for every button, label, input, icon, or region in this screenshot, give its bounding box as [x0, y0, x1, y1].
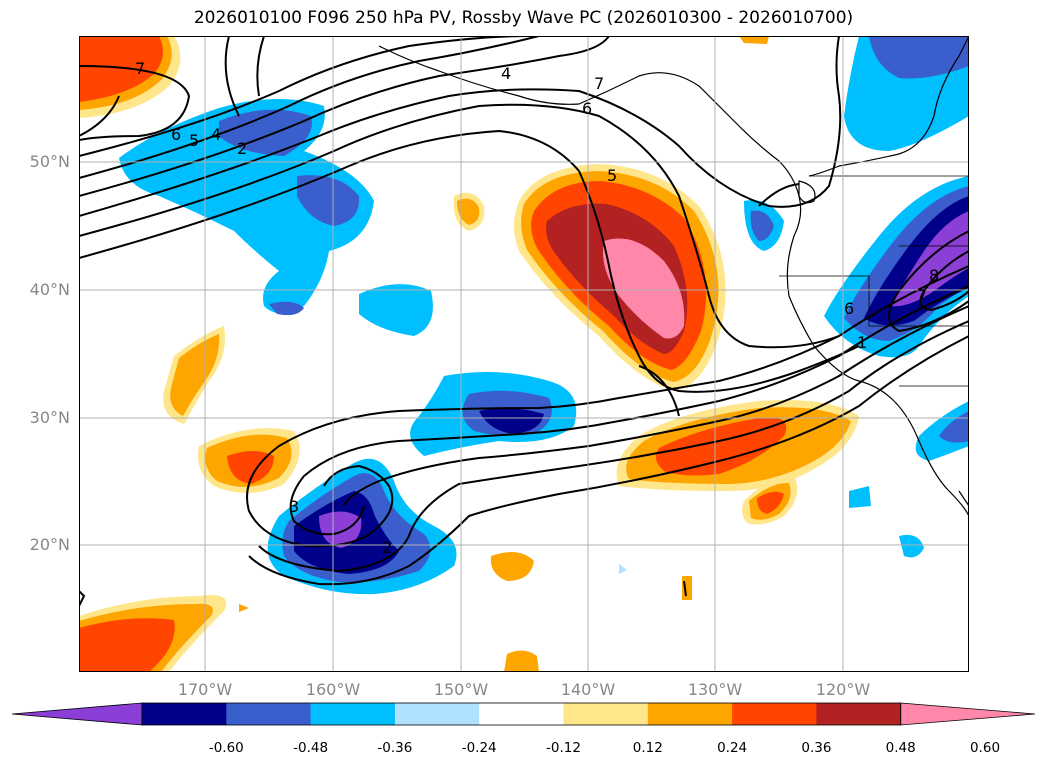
colorbar-cell [563, 703, 649, 725]
contour-label: 1 [857, 333, 867, 352]
contour-label: 3 [289, 497, 299, 516]
pv-anomaly-positive-southeast [616, 400, 859, 525]
colorbar-cell [226, 703, 312, 725]
map-title: 2026010100 F096 250 hPa PV, Rossby Wave … [193, 8, 854, 28]
colorbar-tick-label: -0.24 [461, 740, 497, 756]
colorbar-tick-label: -0.36 [377, 740, 413, 756]
contour-label: 6 [582, 99, 592, 118]
contour-label: 8 [929, 266, 939, 285]
contour-label: 5 [189, 131, 199, 150]
pv-anomaly-negative-central [267, 200, 924, 595]
colorbar-tick-label: -0.48 [293, 740, 329, 756]
contour-label: 5 [607, 166, 617, 185]
pv-contours [79, 36, 969, 607]
lon-label-150w: 150°W [433, 680, 489, 699]
colorbar-tick-label: -0.12 [546, 740, 581, 756]
colorbar-cell [732, 703, 817, 725]
lat-label-50n: 50°N [29, 152, 70, 171]
colorbar-cell [816, 703, 902, 725]
pv-anomaly-positive-central [514, 164, 726, 391]
lon-label-140w: 140°W [560, 680, 616, 699]
pv-anomaly-positive-northwest [79, 36, 769, 118]
pv-anomaly-negative-east [824, 36, 969, 461]
colorbar-cell [647, 703, 733, 725]
colorbar-tick-label: 0.48 [885, 740, 916, 756]
pv-anomaly-positive-small [79, 192, 692, 672]
contour-label: 2 [382, 538, 392, 557]
colorbar-extend-max [900, 702, 1036, 726]
lat-label-40n: 40°N [29, 280, 70, 299]
colorbar-cell [310, 703, 396, 725]
contour-label: 2 [237, 139, 247, 158]
lon-label-160w: 160°W [305, 680, 361, 699]
contour-label: 7 [594, 74, 604, 93]
colorbar-cell [479, 703, 564, 725]
colorbar-extend-min [11, 702, 143, 726]
lon-label-130w: 130°W [687, 680, 743, 699]
coastlines [378, 36, 969, 517]
lon-label-170w: 170°W [177, 680, 233, 699]
graticule [79, 36, 969, 672]
colorbar-tick-label: -0.60 [208, 740, 244, 756]
lat-label-20n: 20°N [29, 535, 70, 554]
contour-label: 7 [135, 59, 145, 78]
contour-label: 7 [917, 286, 927, 305]
colorbar-tick-label: 0.60 [969, 740, 1001, 756]
contour-label: 4 [211, 125, 221, 144]
colorbar-tick-label: 0.36 [801, 740, 832, 756]
colorbar-cell [142, 703, 227, 725]
colorbar-tick-label: 0.24 [717, 740, 748, 756]
colorbar-cell [394, 703, 480, 725]
contour-label: 6 [844, 299, 854, 318]
contour-label: 6 [171, 125, 181, 144]
colorbar-tick-label: 0.12 [632, 740, 663, 756]
colorbar [11, 702, 1036, 726]
contour-label: 4 [501, 64, 511, 83]
map-panel: 7 6 5 4 2 4 7 6 5 3 2 6 8 7 1 [79, 36, 969, 672]
lat-label-30n: 30°N [29, 408, 70, 427]
contour-labels: 7 6 5 4 2 4 7 6 5 3 2 6 8 7 1 [135, 59, 939, 557]
lon-label-120w: 120°W [815, 680, 871, 699]
